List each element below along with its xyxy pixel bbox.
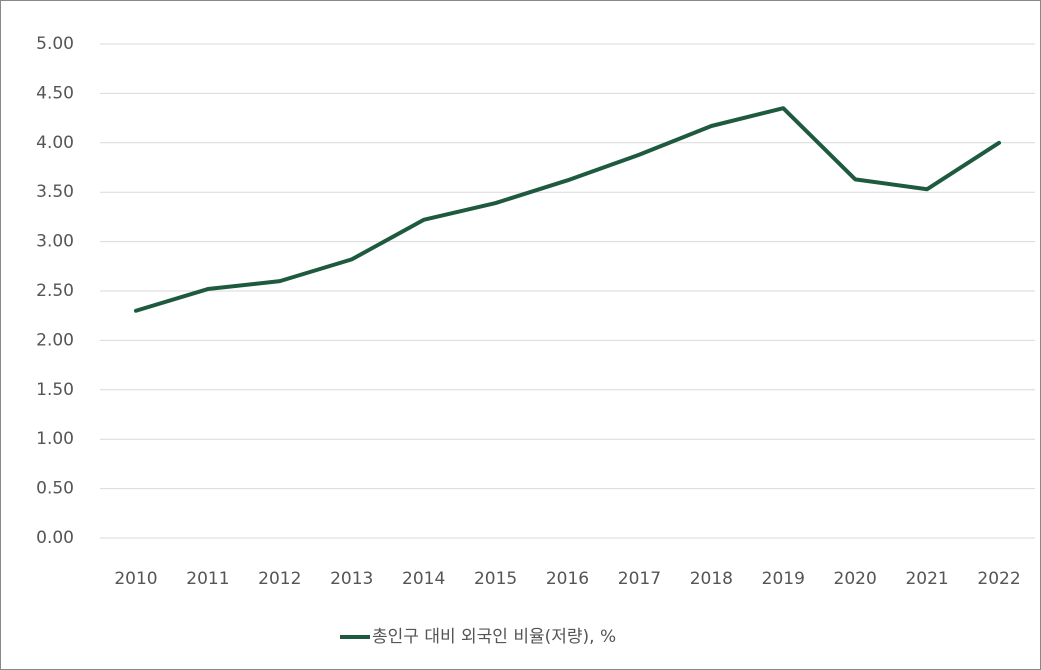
y-tick-label: 4.00	[36, 133, 74, 153]
y-tick-label: 3.50	[36, 182, 74, 202]
y-tick-label: 4.50	[36, 83, 74, 103]
x-tick-label: 2018	[690, 569, 733, 589]
x-tick-label: 2014	[402, 569, 445, 589]
y-tick-label: 1.00	[36, 429, 74, 449]
x-tick-label: 2017	[618, 569, 661, 589]
x-tick-label: 2010	[114, 569, 157, 589]
y-tick-label: 0.50	[36, 479, 74, 499]
y-tick-label: 0.00	[36, 528, 74, 548]
x-tick-label: 2015	[474, 569, 517, 589]
x-tick-label: 2021	[905, 569, 948, 589]
x-tick-label: 2019	[762, 569, 805, 589]
y-tick-label: 2.00	[36, 330, 74, 350]
x-tick-label: 2013	[330, 569, 373, 589]
y-tick-label: 5.00	[36, 34, 74, 54]
x-tick-label: 2011	[186, 569, 229, 589]
x-tick-label: 2016	[546, 569, 589, 589]
y-tick-label: 2.50	[36, 281, 74, 301]
x-tick-label: 2020	[834, 569, 877, 589]
x-tick-label: 2022	[977, 569, 1020, 589]
y-tick-label: 1.50	[36, 380, 74, 400]
x-tick-label: 2012	[258, 569, 301, 589]
data-line	[133, 106, 1002, 313]
y-tick-label: 3.00	[36, 232, 74, 252]
legend-label: 총인구 대비 외국인 비율(저량), %	[372, 627, 616, 647]
